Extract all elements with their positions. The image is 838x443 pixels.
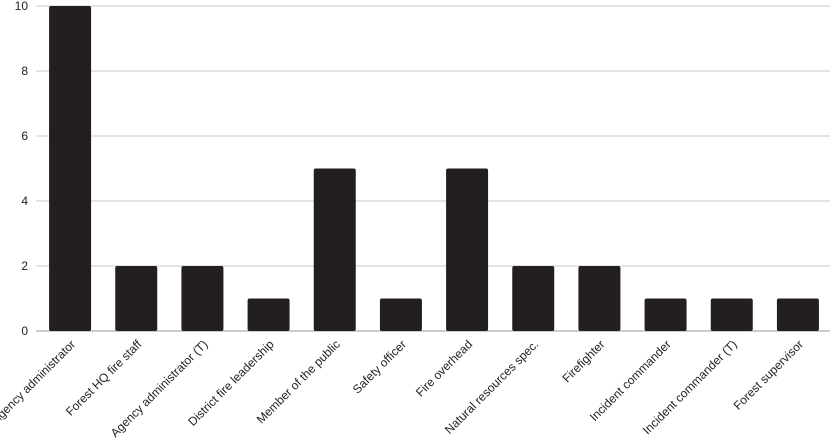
y-tick-label: 4 [21,194,28,208]
x-category-label: Safety officer [350,337,409,396]
bar [379,298,422,331]
bar [115,266,158,331]
bars [49,6,819,331]
y-tick-label: 6 [21,129,28,143]
bar [710,298,753,331]
y-tick-label: 2 [21,259,28,273]
y-tick-label: 8 [21,64,28,78]
bar [181,266,224,331]
bar [776,298,819,331]
y-axis-ticks: 0 2 4 6 8 10 [15,0,29,338]
bar [446,168,489,331]
y-tick-label: 0 [21,324,28,338]
bar [644,298,687,331]
bar [578,266,621,331]
bar [512,266,555,331]
x-category-label: Firefighter [559,337,607,385]
bar [49,6,92,331]
bar [247,298,290,331]
gridlines [36,5,830,332]
y-tick-label: 10 [15,0,29,13]
bar [313,168,356,331]
x-category-label: Forest supervisor [731,337,806,412]
x-category-label: Fire overhead [413,337,475,399]
